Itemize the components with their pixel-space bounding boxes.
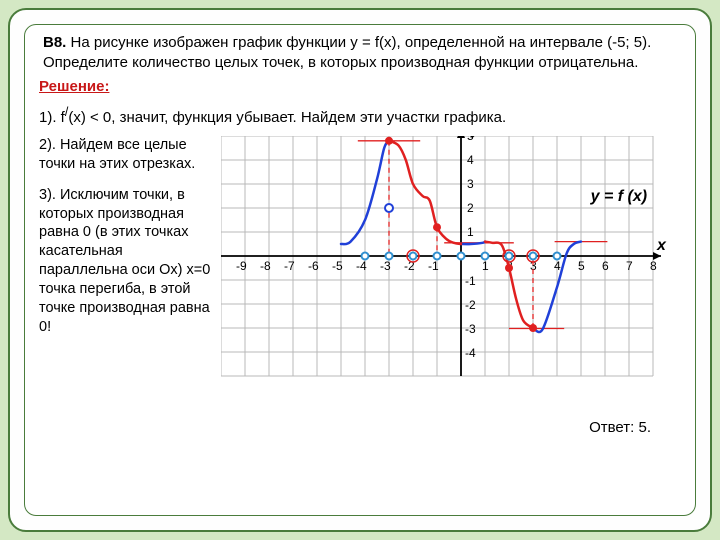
svg-text:1: 1 [482,259,489,273]
step-1: 1). f/(x) < 0, значит, функция убывает. … [39,105,681,126]
svg-text:-3: -3 [380,259,391,273]
problem-body: На рисунке изображен график функции y = … [43,34,651,71]
solution-label: Решение: [39,78,681,95]
svg-text:4: 4 [467,153,474,167]
problem-text: В8. На рисунке изображен график функции … [39,33,681,72]
svg-text:-9: -9 [236,259,247,273]
svg-text:-2: -2 [465,298,476,312]
svg-text:-6: -6 [308,259,319,273]
svg-text:-3: -3 [465,322,476,336]
step-2: 2). Найдем все целые точки на этих отрез… [39,136,215,174]
function-graph: yx-9-8-7-6-5-4-3-2-11234567812345-1-2-3-… [221,136,681,436]
svg-text:-4: -4 [465,346,476,360]
svg-text:5: 5 [578,259,585,273]
steps-column: 2). Найдем все целые точки на этих отрез… [39,136,215,436]
svg-text:-7: -7 [284,259,295,273]
svg-text:7: 7 [626,259,633,273]
svg-text:5: 5 [467,136,474,143]
svg-text:-4: -4 [356,259,367,273]
answer: Ответ: 5. [589,419,651,436]
svg-text:4: 4 [554,259,561,273]
svg-text:-8: -8 [260,259,271,273]
svg-text:1: 1 [467,225,474,239]
svg-text:y = f (x): y = f (x) [590,188,647,205]
svg-text:-1: -1 [428,259,439,273]
svg-text:2: 2 [467,201,474,215]
svg-text:x: x [656,237,667,254]
svg-text:-1: -1 [465,274,476,288]
svg-text:-5: -5 [332,259,343,273]
step-3: 3). Исключим точки, в которых производна… [39,186,215,337]
svg-text:6: 6 [602,259,609,273]
problem-label: В8. [43,34,66,51]
svg-text:8: 8 [650,259,657,273]
svg-text:3: 3 [467,177,474,191]
